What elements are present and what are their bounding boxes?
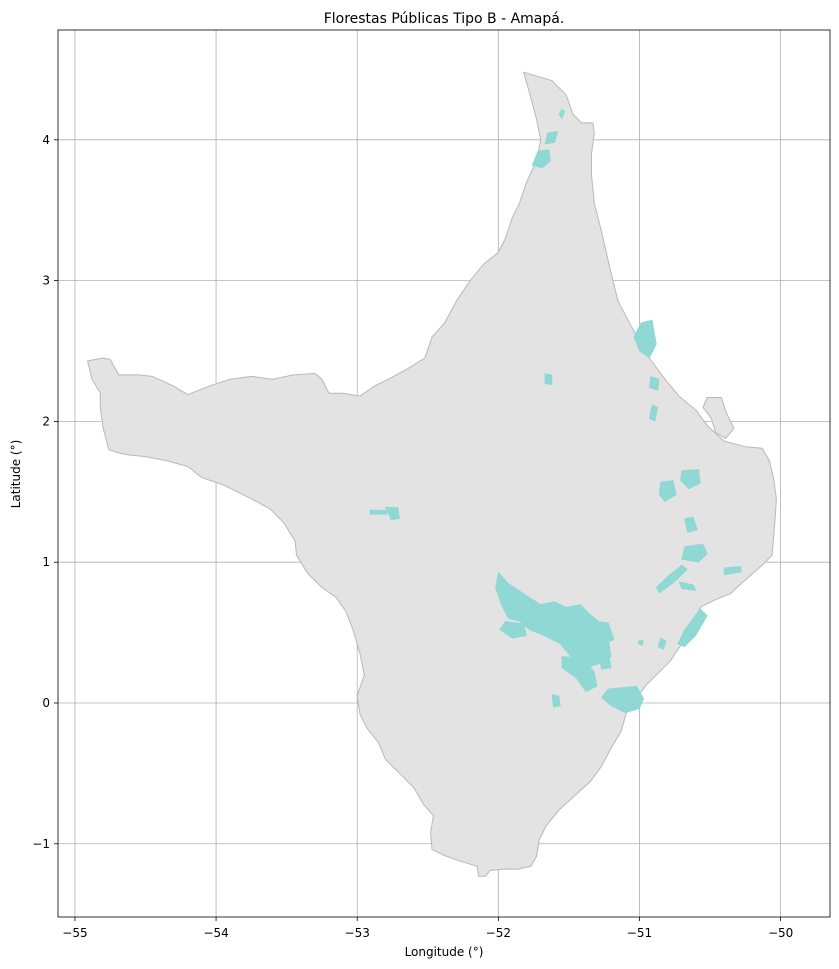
forest-patch: [649, 404, 659, 422]
forest-patch: [531, 149, 551, 169]
forest-patch: [369, 509, 388, 515]
y-tick-label: −1: [32, 837, 50, 851]
forest-patch: [684, 516, 698, 533]
y-tick-label: 1: [42, 555, 50, 569]
y-tick-label: 3: [42, 274, 50, 288]
chart-title: Florestas Públicas Tipo B - Amapá.: [324, 11, 565, 27]
x-tick-label: −50: [768, 926, 793, 940]
forest-patch: [571, 615, 587, 626]
x-tick-label: −52: [486, 926, 511, 940]
state-polygon: [87, 71, 777, 877]
forest-patch: [596, 649, 612, 670]
forest-patch: [677, 608, 708, 647]
forest-patch: [633, 319, 657, 359]
forest-patch: [656, 564, 688, 594]
forest-patch: [658, 480, 677, 502]
forest-patch: [596, 621, 615, 645]
forest-patch: [637, 639, 644, 646]
forest-patch: [499, 621, 527, 639]
forest-patch: [649, 376, 660, 391]
forest-patch: [544, 131, 558, 145]
forest-patch: [723, 566, 742, 576]
y-axis: −1 0 1 2 3 4 Latitude (°): [9, 133, 58, 851]
forest-patch: [680, 469, 701, 490]
y-axis-label: Latitude (°): [9, 440, 23, 509]
y-tick-label: 2: [42, 414, 50, 428]
forest-patch: [681, 543, 708, 563]
forest-patch: [678, 581, 697, 591]
forest-patch: [551, 694, 561, 708]
forest-patches-layer: [369, 108, 742, 714]
x-axis: −55 −54 −53 −52 −51 −50 Longitude (°): [62, 917, 793, 959]
state-boundary-layer: [87, 71, 777, 877]
x-axis-label: Longitude (°): [405, 945, 484, 959]
y-tick-label: 0: [42, 696, 50, 710]
map-layers: [87, 71, 777, 877]
x-tick-label: −51: [627, 926, 652, 940]
x-tick-label: −54: [203, 926, 228, 940]
forest-patch: [544, 373, 553, 386]
forest-patch: [558, 108, 565, 119]
x-tick-label: −55: [62, 926, 87, 940]
state-polygon: [702, 397, 735, 439]
forest-patch: [579, 671, 591, 684]
forest-patch: [385, 507, 400, 521]
y-tick-label: 4: [42, 133, 50, 147]
plot-frame: [57, 29, 831, 918]
forest-patch: [601, 685, 644, 714]
x-tick-label: −53: [345, 926, 370, 940]
forest-patch: [657, 637, 667, 650]
